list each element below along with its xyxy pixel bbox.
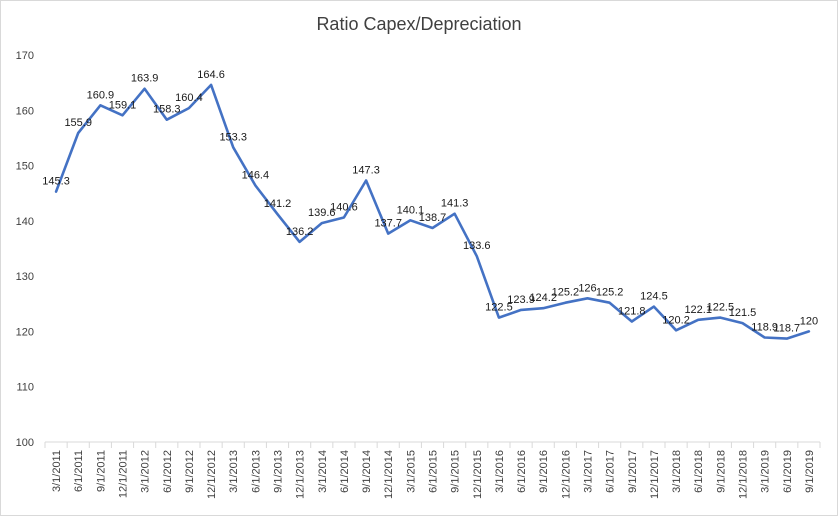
x-tick-label: 3/1/2013 (228, 450, 240, 493)
data-label: 146.4 (242, 169, 270, 181)
data-label: 125.2 (596, 287, 624, 299)
series-line (54, 83, 811, 340)
data-label: 159.1 (109, 99, 137, 111)
series-group (54, 83, 811, 340)
chart-title: Ratio Capex/Depreciation (316, 14, 522, 34)
x-tick-label: 9/1/2014 (361, 450, 373, 493)
x-tick-label: 12/1/2016 (560, 450, 572, 499)
x-tick-label: 3/1/2018 (671, 450, 683, 493)
data-label: 160.4 (175, 92, 203, 104)
data-label: 155.9 (64, 117, 92, 129)
y-tick-label: 120 (16, 326, 34, 338)
x-tick-label: 9/1/2018 (715, 450, 727, 493)
data-label: 121.5 (729, 307, 757, 319)
data-label: 145.3 (42, 176, 70, 188)
data-label: 124.2 (529, 292, 557, 304)
data-label: 123.9 (507, 294, 535, 306)
y-tick-label: 130 (16, 271, 34, 283)
x-tick-label: 6/1/2014 (339, 450, 351, 493)
x-tick-label: 9/1/2019 (804, 450, 816, 493)
y-tick-label: 100 (16, 437, 34, 449)
x-tick-label: 12/1/2014 (383, 450, 395, 499)
data-label: 164.6 (197, 69, 225, 81)
x-tick-label: 12/1/2017 (649, 450, 661, 499)
x-tick-label: 9/1/2012 (184, 450, 196, 493)
data-label: 122.1 (684, 304, 712, 316)
x-tick-label: 3/1/2019 (760, 450, 772, 493)
x-tick-label: 6/1/2011 (73, 450, 85, 492)
data-label: 139.6 (308, 207, 336, 219)
data-label: 141.2 (264, 198, 292, 210)
x-tick-label: 6/1/2013 (250, 450, 262, 493)
data-label: 138.7 (419, 212, 447, 224)
data-label: 153.3 (219, 131, 247, 143)
data-label: 140.6 (330, 202, 358, 214)
x-axis: 3/1/2011 6/1/2011 9/1/2011 12/1/2011 3/1/201… (44, 441, 821, 499)
y-tick-label: 140 (16, 216, 34, 228)
y-axis-labels: 100 110 120 130 140 150 160 170 (16, 50, 34, 449)
data-label: 118.7 (773, 323, 800, 335)
x-tick-label: 12/1/2012 (206, 450, 218, 499)
x-tick-label: 3/1/2014 (317, 450, 329, 493)
x-tick-label: 9/1/2017 (627, 450, 639, 493)
data-label: 118.9 (751, 322, 778, 334)
data-label: 158.3 (153, 104, 181, 116)
x-tick-label: 3/1/2017 (583, 450, 595, 493)
x-tick-label: 12/1/2015 (472, 450, 484, 499)
data-label: 122.5 (485, 302, 513, 314)
data-label: 137.7 (374, 218, 402, 230)
data-label: 160.9 (87, 89, 115, 101)
x-tick-label: 3/1/2015 (405, 450, 417, 493)
data-label: 140.1 (397, 204, 425, 216)
data-label: 124.5 (640, 291, 668, 303)
x-tick-label: 12/1/2011 (118, 450, 130, 498)
x-tick-label: 3/1/2012 (140, 450, 152, 493)
x-tick-label: 12/1/2018 (738, 450, 750, 499)
y-tick-label: 110 (16, 382, 34, 394)
x-tick-label: 9/1/2013 (273, 450, 285, 493)
x-tick-label: 6/1/2017 (605, 450, 617, 493)
x-tick-label: 3/1/2011 (51, 450, 63, 492)
x-tick-label: 9/1/2011 (95, 450, 107, 492)
data-label: 136.2 (286, 226, 314, 238)
x-tick-label: 3/1/2016 (494, 450, 506, 493)
x-tick-label: 6/1/2016 (516, 450, 528, 493)
data-label: 141.3 (441, 198, 469, 210)
y-tick-label: 170 (16, 50, 34, 62)
data-label: 147.3 (352, 164, 380, 176)
data-label: 121.8 (618, 305, 646, 317)
data-label: 122.5 (707, 302, 735, 314)
x-tick-label: 9/1/2015 (450, 450, 462, 493)
data-label: 126 (578, 282, 596, 294)
x-tick-label: 6/1/2012 (162, 450, 174, 493)
data-label: 125.2 (552, 287, 580, 299)
data-label: 120.2 (662, 314, 690, 326)
data-label: 163.9 (131, 73, 159, 85)
data-label: 133.6 (463, 240, 491, 252)
x-tick-label: 12/1/2013 (295, 450, 307, 499)
y-tick-label: 150 (16, 161, 34, 173)
x-tick-label: 6/1/2018 (693, 450, 705, 493)
data-label: 120 (800, 315, 818, 327)
x-tick-label: 9/1/2016 (538, 450, 550, 493)
y-tick-label: 160 (16, 105, 34, 117)
x-tick-label: 6/1/2019 (782, 450, 794, 493)
x-tick-label: 6/1/2015 (428, 450, 440, 493)
